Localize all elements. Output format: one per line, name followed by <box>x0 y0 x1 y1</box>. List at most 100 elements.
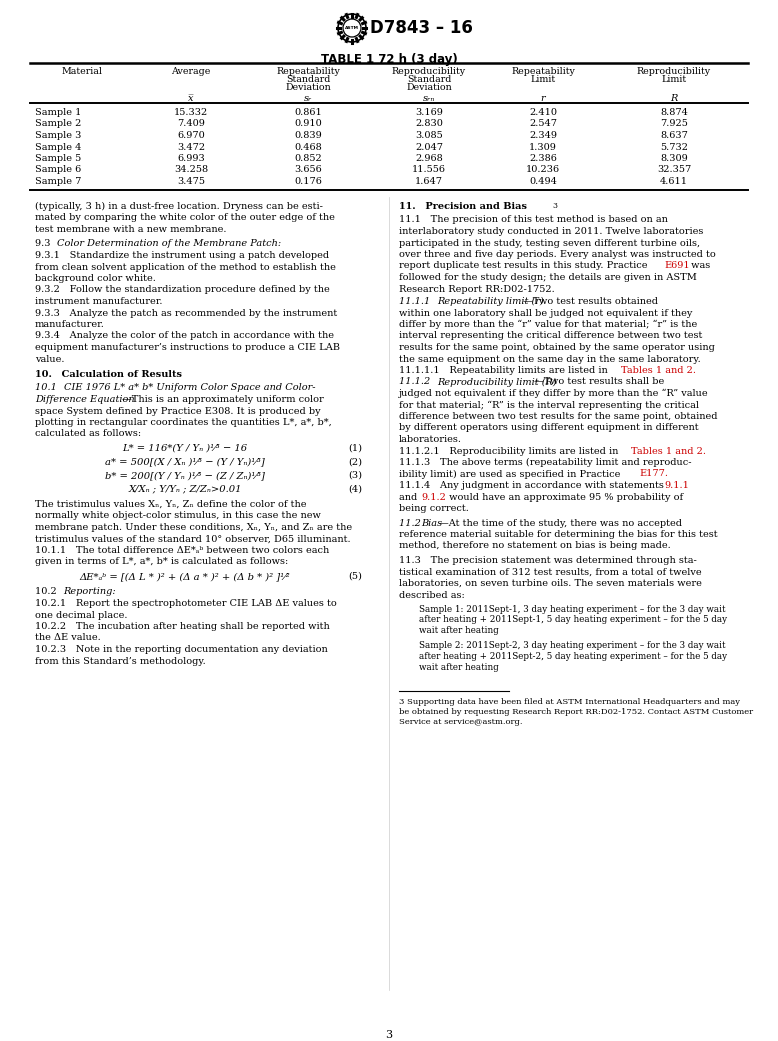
Text: r: r <box>541 94 545 103</box>
Text: Sample 2: 2011Sept-2, 3 day heating experiment – for the 3 day wait: Sample 2: 2011Sept-2, 3 day heating expe… <box>419 641 726 651</box>
Text: be obtained by requesting Research Report RR:D02-1752. Contact ASTM Customer: be obtained by requesting Research Repor… <box>399 708 753 716</box>
Text: 11.556: 11.556 <box>412 166 446 175</box>
Text: Tables 1 and 2.: Tables 1 and 2. <box>631 447 706 456</box>
Text: Sample 5: Sample 5 <box>35 154 81 163</box>
Text: 2.830: 2.830 <box>415 120 443 128</box>
Text: 6.993: 6.993 <box>177 154 205 163</box>
Text: 2.047: 2.047 <box>415 143 443 152</box>
Text: Reproducibility: Reproducibility <box>392 67 466 76</box>
Text: 5.732: 5.732 <box>660 143 688 152</box>
Text: TABLE 1 72 h (3 day): TABLE 1 72 h (3 day) <box>321 53 457 66</box>
Text: from clean solvent application of the method to establish the: from clean solvent application of the me… <box>35 262 336 272</box>
Text: from this Standard’s methodology.: from this Standard’s methodology. <box>35 657 205 665</box>
Text: method, therefore no statement on bias is being made.: method, therefore no statement on bias i… <box>399 541 671 551</box>
Text: 3: 3 <box>385 1030 393 1040</box>
Text: 11.1 The precision of this test method is based on an: 11.1 The precision of this test method i… <box>399 215 668 225</box>
Text: D7843 – 16: D7843 – 16 <box>370 19 473 37</box>
Text: differ by more than the “r” value for that material; “r” is the: differ by more than the “r” value for th… <box>399 320 697 329</box>
Text: Color Determination of the Membrane Patch:: Color Determination of the Membrane Patc… <box>57 239 281 249</box>
Text: 10.2: 10.2 <box>35 587 66 596</box>
Text: b* = 200[(Y / Yₙ )¹⁄³ − (Z / Zₙ)¹⁄³]: b* = 200[(Y / Yₙ )¹⁄³ − (Z / Zₙ)¹⁄³] <box>105 471 265 480</box>
Text: 0.839: 0.839 <box>294 131 322 139</box>
Text: 9.3.4 Analyze the color of the patch in accordance with the: 9.3.4 Analyze the color of the patch in … <box>35 331 334 340</box>
Text: 9.3: 9.3 <box>35 239 60 249</box>
Text: given in terms of L*, a*, b* is calculated as follows:: given in terms of L*, a*, b* is calculat… <box>35 558 289 566</box>
Text: E177.: E177. <box>639 469 668 479</box>
Text: 2.968: 2.968 <box>415 154 443 163</box>
Text: report duplicate test results in this study. Practice: report duplicate test results in this st… <box>399 261 650 271</box>
Text: 3.169: 3.169 <box>415 108 443 117</box>
Text: ΔE*ₐᵇ = [(Δ L * )² + (Δ a * )² + (Δ b * )² ]¹⁄²: ΔE*ₐᵇ = [(Δ L * )² + (Δ a * )² + (Δ b * … <box>79 572 290 581</box>
Text: 0.910: 0.910 <box>294 120 322 128</box>
Text: space System defined by Practice E308. It is produced by: space System defined by Practice E308. I… <box>35 406 321 415</box>
Text: 11.1.2.1 Reproducibility limits are listed in: 11.1.2.1 Reproducibility limits are list… <box>399 447 622 456</box>
Text: 8.874: 8.874 <box>660 108 688 117</box>
Text: 9.3.3 Analyze the patch as recommended by the instrument: 9.3.3 Analyze the patch as recommended b… <box>35 308 337 318</box>
Text: 0.468: 0.468 <box>294 143 322 152</box>
Text: 10.1: 10.1 <box>35 383 67 392</box>
Text: 7.409: 7.409 <box>177 120 205 128</box>
Text: ASTM: ASTM <box>345 26 359 30</box>
Text: 3 Supporting data have been filed at ASTM International Headquarters and may: 3 Supporting data have been filed at AST… <box>399 699 740 706</box>
Text: results for the same point, obtained by the same operator using: results for the same point, obtained by … <box>399 342 715 352</box>
Text: reference material suitable for determining the bias for this test: reference material suitable for determin… <box>399 530 717 539</box>
Text: —Two test results obtained: —Two test results obtained <box>523 297 658 306</box>
Text: sᵣₙ: sᵣₙ <box>422 94 435 103</box>
Text: Average: Average <box>171 67 211 76</box>
Text: 10.1.1 The total difference ΔE*ₐᵇ between two colors each: 10.1.1 The total difference ΔE*ₐᵇ betwee… <box>35 545 329 555</box>
Text: tristimulus values of the standard 10° observer, D65 illuminant.: tristimulus values of the standard 10° o… <box>35 534 351 543</box>
Text: one decimal place.: one decimal place. <box>35 610 128 619</box>
Text: Repeatability: Repeatability <box>511 67 575 76</box>
Text: background color white.: background color white. <box>35 274 156 283</box>
Text: 8.309: 8.309 <box>660 154 688 163</box>
Text: within one laboratory shall be judged not equivalent if they: within one laboratory shall be judged no… <box>399 308 692 318</box>
Text: 11. Precision and Bias: 11. Precision and Bias <box>399 202 527 211</box>
Text: x̅: x̅ <box>188 94 194 103</box>
Text: CIE 1976 L* a* b* Uniform Color Space and Color-: CIE 1976 L* a* b* Uniform Color Space an… <box>64 383 316 392</box>
Text: Repeatability: Repeatability <box>276 67 340 76</box>
Text: interlaboratory study conducted in 2011. Twelve laboratories: interlaboratory study conducted in 2011.… <box>399 227 703 236</box>
Text: 10. Calculation of Results: 10. Calculation of Results <box>35 370 182 379</box>
Text: 2.386: 2.386 <box>529 154 557 163</box>
Text: 3: 3 <box>552 202 557 210</box>
Text: Deviation: Deviation <box>285 83 331 92</box>
Text: equipment manufacturer’s instructions to produce a CIE LAB: equipment manufacturer’s instructions to… <box>35 342 340 352</box>
Text: Limit: Limit <box>661 75 686 84</box>
Text: (1): (1) <box>348 445 362 453</box>
Text: 11.1.3 The above terms (repeatability limit and reproduc-: 11.1.3 The above terms (repeatability li… <box>399 458 692 467</box>
Text: mated by comparing the white color of the outer edge of the: mated by comparing the white color of th… <box>35 213 335 223</box>
Text: 0.861: 0.861 <box>294 108 322 117</box>
Text: interval representing the critical difference between two test: interval representing the critical diffe… <box>399 331 703 340</box>
Text: 1.647: 1.647 <box>415 177 443 186</box>
Text: judged not equivalent if they differ by more than the “R” value: judged not equivalent if they differ by … <box>399 389 709 399</box>
Text: participated in the study, testing seven different turbine oils,: participated in the study, testing seven… <box>399 238 700 248</box>
Text: 2.410: 2.410 <box>529 108 557 117</box>
Text: 8.637: 8.637 <box>660 131 688 139</box>
Text: Sample 2: Sample 2 <box>35 120 82 128</box>
Text: after heating + 2011Sept-2, 5 day heating experiment – for the 5 day: after heating + 2011Sept-2, 5 day heatin… <box>419 652 727 661</box>
Text: being correct.: being correct. <box>399 504 469 513</box>
Text: 3.472: 3.472 <box>177 143 205 152</box>
Text: 34.258: 34.258 <box>174 166 208 175</box>
Text: 9.3.1 Standardize the instrument using a patch developed: 9.3.1 Standardize the instrument using a… <box>35 251 329 260</box>
Text: tistical examination of 312 test results, from a total of twelve: tistical examination of 312 test results… <box>399 567 702 577</box>
Text: —At the time of the study, there was no accepted: —At the time of the study, there was no … <box>439 518 682 528</box>
Text: 11.2: 11.2 <box>399 518 431 528</box>
Text: Reproducibility limit (R): Reproducibility limit (R) <box>437 378 556 386</box>
Text: (3): (3) <box>348 471 362 480</box>
Text: manufacturer.: manufacturer. <box>35 320 105 329</box>
Text: 11.1.1.1 Repeatability limits are listed in: 11.1.1.1 Repeatability limits are listed… <box>399 366 611 375</box>
Text: for that material; “R” is the interval representing the critical: for that material; “R” is the interval r… <box>399 401 699 410</box>
Text: Service at service@astm.org.: Service at service@astm.org. <box>399 718 523 726</box>
Text: Sample 1: 2011Sept-1, 3 day heating experiment – for the 3 day wait: Sample 1: 2011Sept-1, 3 day heating expe… <box>419 605 726 614</box>
Text: 3.475: 3.475 <box>177 177 205 186</box>
Text: and: and <box>399 492 420 502</box>
Text: followed for the study design; the details are given in ASTM: followed for the study design; the detai… <box>399 273 697 282</box>
Text: 7.925: 7.925 <box>660 120 688 128</box>
Text: Bias: Bias <box>421 518 442 528</box>
Text: Difference Equation: Difference Equation <box>35 395 135 404</box>
Text: 9.3.2 Follow the standardization procedure defined by the: 9.3.2 Follow the standardization procedu… <box>35 285 330 295</box>
Text: 32.357: 32.357 <box>657 166 691 175</box>
Text: wait after heating: wait after heating <box>419 626 499 635</box>
Text: sᵣ: sᵣ <box>304 94 312 103</box>
